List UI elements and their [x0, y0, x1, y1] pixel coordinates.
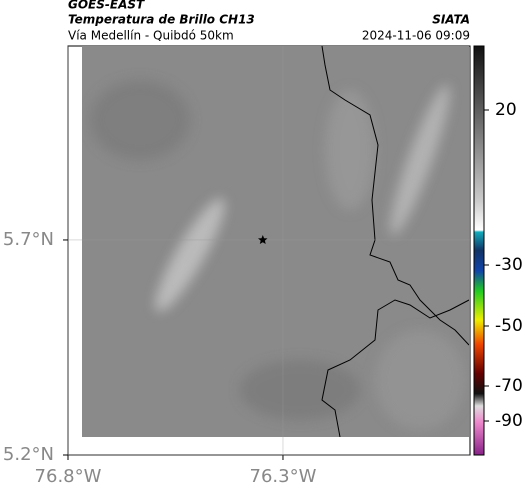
route: Vía Medellín - Quibdó 50km: [68, 29, 234, 43]
colorbar-tick-label: -50: [495, 316, 523, 336]
colorbar-tick-label: -90: [495, 411, 523, 431]
title: GOES-EAST: [68, 0, 145, 12]
subtitle: Temperatura de Brillo CH13: [68, 13, 255, 27]
satellite-image: [82, 46, 469, 437]
colorbar-tick-label: -70: [495, 376, 523, 396]
x-tick-label: 76.3°W: [250, 466, 317, 487]
colorbar: [473, 45, 485, 456]
colorbar-tick-label: -30: [495, 255, 523, 275]
source: SIATA: [432, 13, 470, 27]
location-marker: [258, 235, 268, 244]
datetime: 2024-11-06 09:09: [362, 29, 470, 43]
y-tick-label: 5.7°N: [3, 229, 54, 250]
colorbar-tick-label: 20: [495, 100, 517, 120]
x-tick-label: 76.8°W: [35, 466, 102, 487]
y-tick-label: 5.2°N: [3, 444, 54, 465]
